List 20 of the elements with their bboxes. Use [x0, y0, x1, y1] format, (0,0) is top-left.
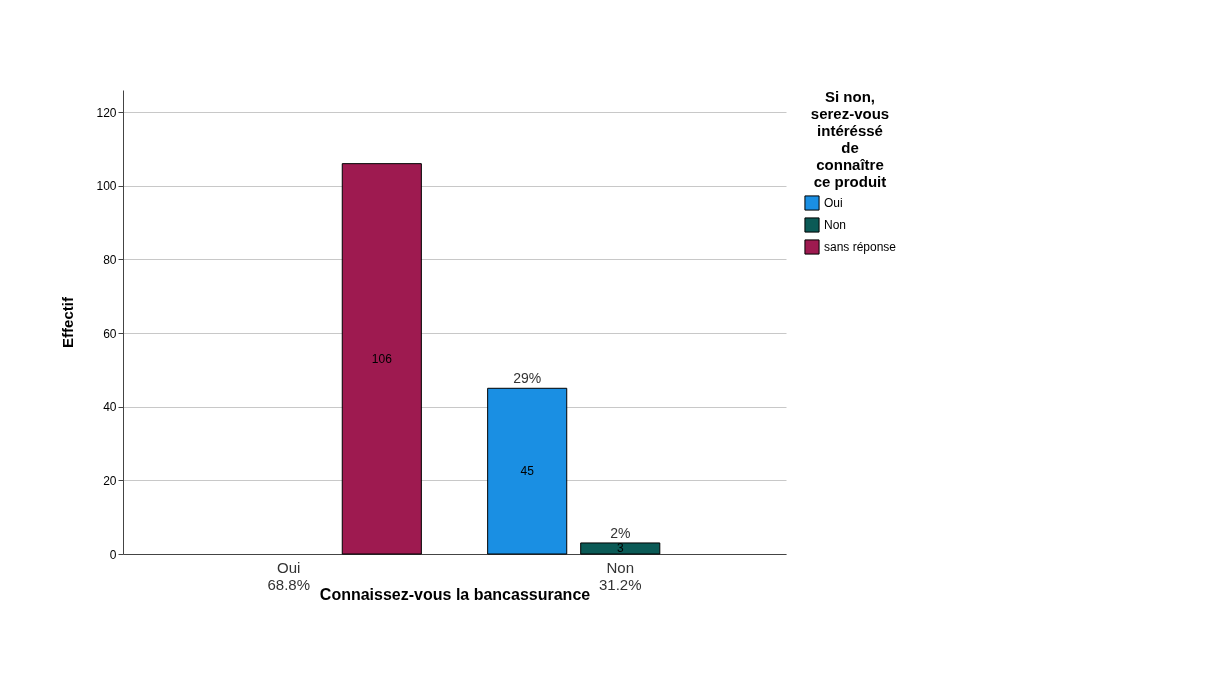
y-tick-label: 60 — [103, 326, 117, 341]
y-tick-label: 120 — [96, 105, 117, 120]
x-axis-title: Connaissez-vous la bancassurance — [319, 585, 591, 603]
y-tick-label: 0 — [109, 547, 117, 562]
annotation: 2% — [610, 524, 631, 541]
legend-label: Oui — [824, 196, 843, 210]
data-label: 3 — [616, 541, 624, 556]
legend-title: Si non, serez-vous intéréssé de connaître ce produit — [810, 88, 890, 190]
y-tick-label: 40 — [103, 400, 117, 415]
y-tick-label: 80 — [103, 252, 117, 267]
data-label: 45 — [520, 464, 535, 479]
y-tick-label: 100 — [96, 179, 117, 194]
legend-label: Non — [824, 218, 847, 232]
annotation: 29% — [513, 370, 542, 387]
legend-label: sans réponse — [824, 240, 897, 254]
x-tick-label: Non 31.2% — [598, 558, 642, 593]
data-label: 106 — [371, 351, 393, 366]
y-tick-label: 20 — [103, 473, 117, 488]
x-tick-label: Oui 68.8% — [267, 558, 311, 593]
y-axis-title: Effectif — [59, 296, 77, 348]
